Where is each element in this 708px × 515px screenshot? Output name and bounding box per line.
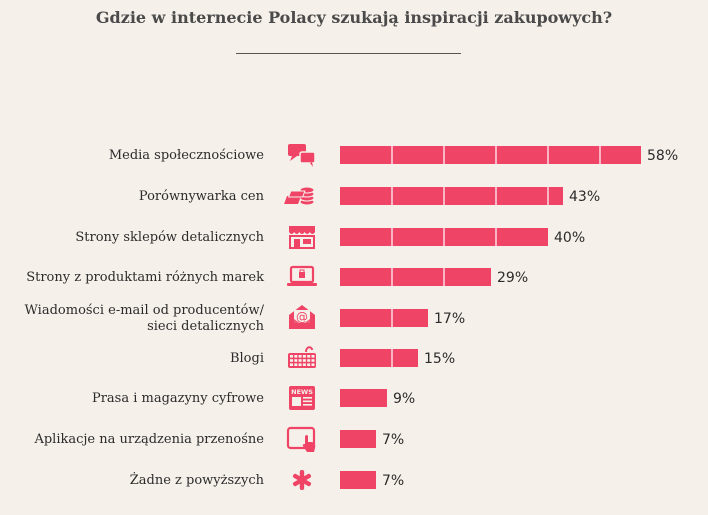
bar bbox=[340, 146, 641, 164]
category-label: Prasa i magazyny cyfrowe bbox=[92, 391, 264, 406]
bar bbox=[340, 187, 563, 205]
category-label: Porównywarka cen bbox=[139, 189, 265, 204]
bar bbox=[340, 309, 428, 327]
title-underline bbox=[236, 53, 461, 54]
newspaper-icon: NEWS bbox=[289, 386, 315, 410]
keyboard-icon bbox=[288, 346, 316, 368]
value-label: 7% bbox=[382, 473, 404, 489]
category-label: Aplikacje na urządzenia przenośne bbox=[33, 432, 264, 447]
value-label: 9% bbox=[393, 391, 415, 407]
chat-bubbles-icon bbox=[288, 144, 316, 167]
bar bbox=[340, 349, 418, 367]
coins-icon bbox=[284, 186, 315, 206]
value-label: 29% bbox=[497, 270, 528, 286]
shop-icon bbox=[289, 226, 315, 249]
bar bbox=[340, 268, 491, 286]
laptop-bag-icon bbox=[287, 265, 317, 286]
category-label: Strony z produktami różnych marek bbox=[26, 270, 264, 285]
asterisk-icon bbox=[292, 470, 312, 490]
category-label: Strony sklepów detalicznych bbox=[75, 230, 264, 245]
value-label: 15% bbox=[424, 351, 455, 367]
bar bbox=[340, 389, 387, 407]
category-label: Żadne z powyższych bbox=[130, 471, 265, 488]
bar bbox=[340, 430, 376, 448]
value-label: 58% bbox=[647, 148, 678, 164]
svg-text:@: @ bbox=[296, 310, 308, 324]
tablet-touch-icon bbox=[286, 426, 316, 452]
email-at-icon: @ bbox=[289, 305, 315, 329]
category-label: Blogi bbox=[230, 351, 264, 366]
svg-text:NEWS: NEWS bbox=[291, 388, 313, 396]
bar bbox=[340, 471, 376, 489]
value-label: 17% bbox=[434, 311, 465, 327]
value-label: 43% bbox=[569, 189, 600, 205]
value-label: 7% bbox=[382, 432, 404, 448]
category-label: Wiadomości e-mail od producentów/sieci d… bbox=[25, 303, 265, 334]
value-label: 40% bbox=[554, 230, 585, 246]
category-label: Media społecznościowe bbox=[109, 148, 264, 163]
chart-title: Gdzie w internecie Polacy szukają inspir… bbox=[95, 8, 613, 27]
